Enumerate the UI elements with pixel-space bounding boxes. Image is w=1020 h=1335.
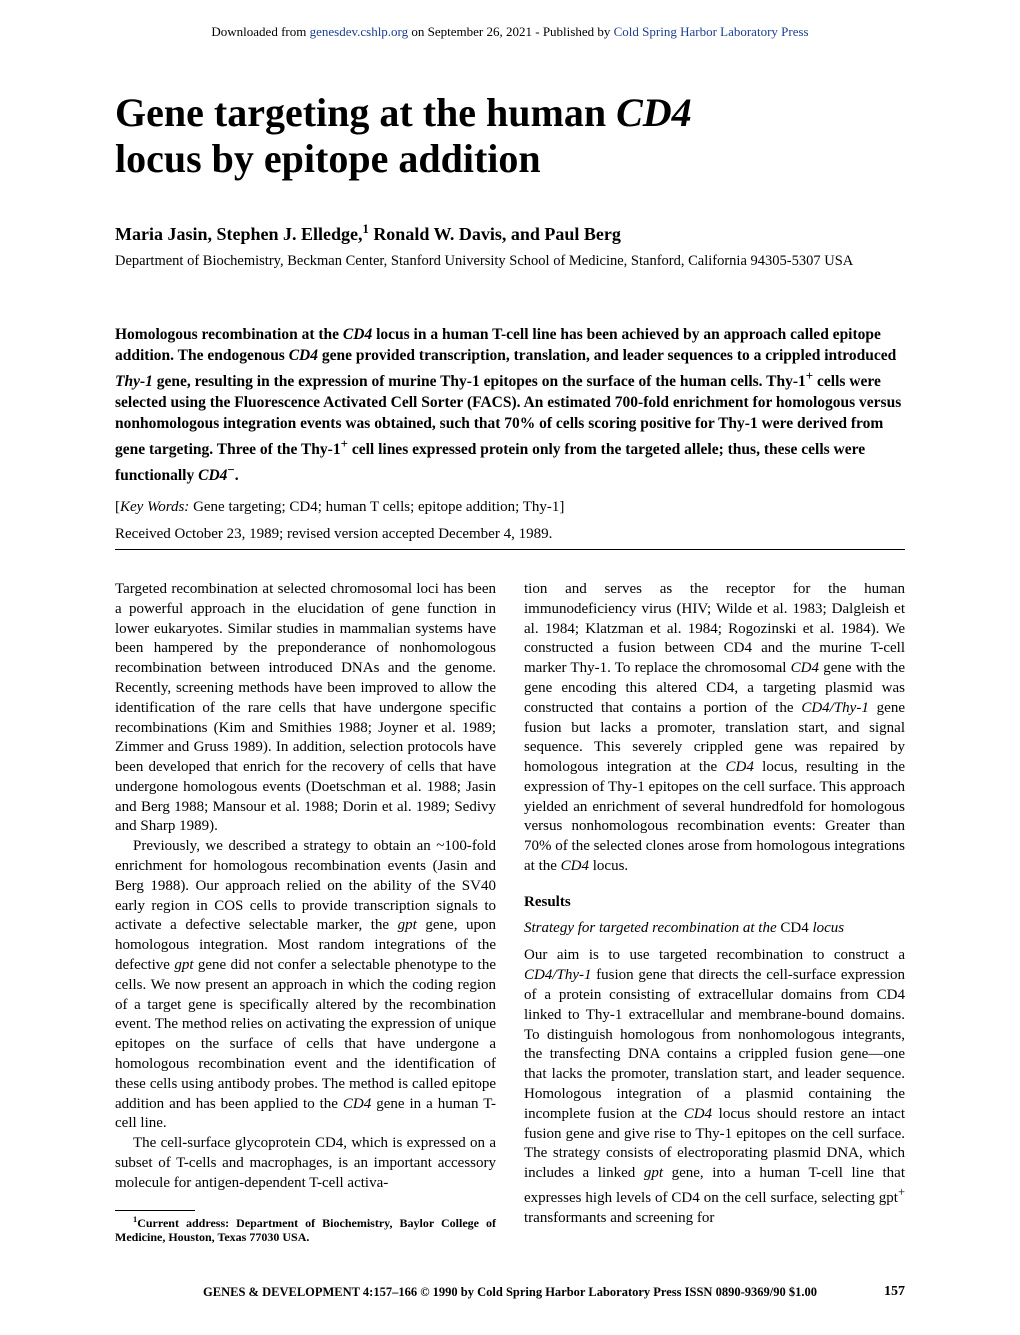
received-line: Received October 23, 1989; revised versi…: [115, 526, 905, 543]
right-column: tion and serves as the receptor for the …: [524, 580, 905, 1244]
banner-prefix: Downloaded from: [211, 24, 309, 39]
results-subheading: Strategy for targeted recombination at t…: [524, 919, 905, 939]
col1-para2: Previously, we described a strategy to o…: [115, 837, 496, 1134]
title-part2: locus by epitope addition: [115, 136, 541, 181]
keywords: [Key Words: Gene targeting; CD4; human T…: [115, 499, 905, 516]
authors-pre: Maria Jasin, Stephen J. Elledge,: [115, 224, 363, 244]
col1-para3: The cell-surface glycoprotein CD4, which…: [115, 1134, 496, 1193]
banner-link-genesdev[interactable]: genesdev.cshlp.org: [310, 24, 409, 39]
col1-para1: Targeted recombination at selected chrom…: [115, 580, 496, 837]
banner-link-cshl[interactable]: Cold Spring Harbor Laboratory Press: [614, 24, 809, 39]
footnote-text: Current address: Department of Biochemis…: [115, 1216, 496, 1244]
affiliation: Department of Biochemistry, Beckman Cent…: [115, 253, 905, 270]
page-number: 157: [884, 1284, 905, 1300]
footnote: 1Current address: Department of Biochemi…: [115, 1215, 496, 1245]
page-content: Gene targeting at the human CD4 locus by…: [0, 50, 1020, 1244]
left-column: Targeted recombination at selected chrom…: [115, 580, 496, 1244]
keywords-text: Gene targeting; CD4; human T cells; epit…: [189, 499, 564, 515]
article-title: Gene targeting at the human CD4 locus by…: [115, 90, 905, 182]
page-footer: GENES & DEVELOPMENT 4:157–166 © 1990 by …: [0, 1285, 1020, 1300]
authors-post: Ronald W. Davis, and Paul Berg: [369, 224, 621, 244]
download-banner: Downloaded from genesdev.cshlp.org on Se…: [0, 0, 1020, 50]
col2-para1: tion and serves as the receptor for the …: [524, 580, 905, 877]
banner-middle: on September 26, 2021 - Published by: [408, 24, 613, 39]
abstract: Homologous recombination at the CD4 locu…: [115, 325, 905, 487]
body-columns: Targeted recombination at selected chrom…: [115, 580, 905, 1244]
authors-line: Maria Jasin, Stephen J. Elledge,1 Ronald…: [115, 222, 905, 245]
keywords-label: Key Words:: [120, 499, 189, 515]
title-part1: Gene targeting at the human: [115, 90, 616, 135]
results-heading: Results: [524, 893, 905, 913]
title-ital-cd4: CD4: [616, 90, 692, 135]
footnote-rule: [115, 1210, 195, 1211]
col2-para2: Our aim is to use targeted recombination…: [524, 946, 905, 1228]
section-divider: [115, 549, 905, 550]
